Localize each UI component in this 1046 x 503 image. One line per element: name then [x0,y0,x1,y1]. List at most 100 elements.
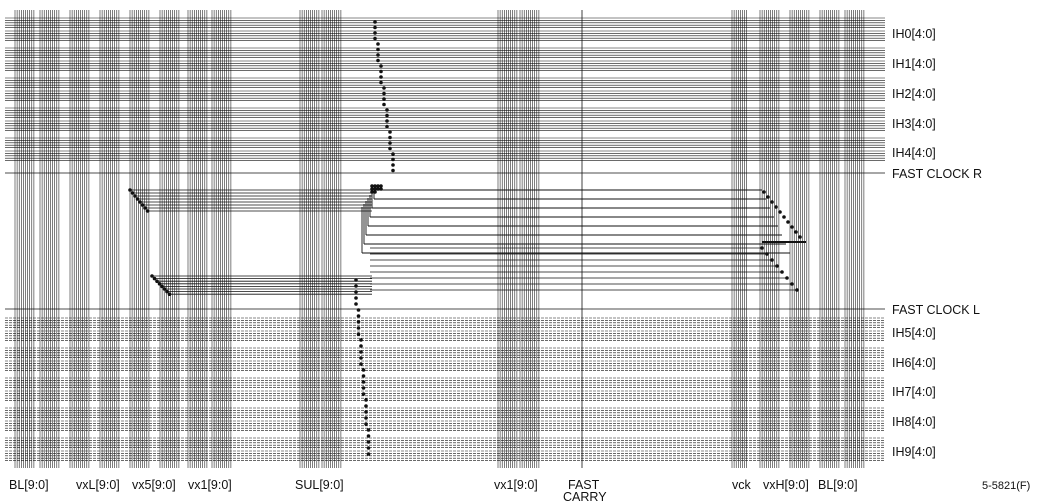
spine-dot [379,80,383,85]
label-fast-clock-l: FAST CLOCK L [892,303,980,317]
spine-dot [354,302,358,306]
label-ih7: IH7[4:0] [892,385,936,399]
label-ih2: IH2[4:0] [892,87,936,101]
spine-dot [370,187,374,191]
spine-dot [382,86,386,90]
spine-dot [373,36,377,41]
route-dot [798,235,802,239]
route-dot [775,264,779,268]
spine-dot [376,42,380,46]
label-vxl: vxL[9:0] [76,478,120,492]
route-dot [774,205,778,209]
spine-dot [385,108,389,112]
spine-dot [388,130,392,134]
spine-dot [385,119,389,123]
route-dot [760,246,764,250]
spine-dot [356,320,361,324]
spine-dot [379,69,383,74]
spine-dot [391,152,395,156]
spine-dot [359,338,363,342]
route-dot [794,230,798,234]
figure-id: 5-5821(F) [982,480,1030,492]
spine-dot [356,308,361,312]
spine-dot [385,113,389,118]
route-dot [157,282,162,286]
spine-dot [356,326,361,330]
label-vx1-center: vx1[9:0] [494,478,538,492]
spine-dot [373,184,377,188]
route-dot [138,200,142,204]
label-ih1: IH1[4:0] [892,57,936,71]
spine-dot [361,380,366,384]
spine-dot [379,184,383,188]
label-vxh: vxH[9:0] [763,478,809,492]
label-vx1-left: vx1[9:0] [188,478,232,492]
label-ih3: IH3[4:0] [892,117,936,131]
spine-dot [361,392,366,396]
spine-dot [388,141,392,145]
route-dot [140,203,145,207]
spine-dot [366,452,371,456]
route-dot [770,200,774,204]
label-ih6: IH6[4:0] [892,356,936,370]
spine-dot [366,434,371,438]
spine-dot [373,187,377,191]
spine-dot [364,398,368,402]
label-fast-clock-r: FAST CLOCK R [892,167,982,181]
spine-dot [376,184,380,188]
spine-dot [385,124,389,129]
route-dot [785,276,789,280]
spine-dot [373,25,377,30]
route-dot [762,190,766,194]
route-dot [150,274,154,278]
spine-dot [359,350,363,354]
spine-dot [391,163,395,167]
spine-dot [382,102,386,107]
route-dot [795,288,799,292]
route-dot [135,197,140,201]
spine-dot [376,58,380,63]
label-bl-left: BL[9:0] [9,478,49,492]
spine-dot [388,135,392,140]
route-dot [130,191,135,195]
route-dot [152,276,157,281]
spine-dot [359,362,363,366]
label-ih8: IH8[4:0] [892,415,936,429]
label-bl-right: BL[9:0] [818,478,858,492]
route-dot [162,287,167,291]
route-dot [790,225,794,229]
label-vck: vck [732,478,752,492]
spine-dot [370,190,374,194]
route-dot [160,284,164,289]
spine-dot [366,446,371,450]
spine-dot [382,97,386,101]
spine-dot [382,91,386,96]
label-carry: CARRY [563,490,607,503]
spine-dot [376,187,380,191]
label-ih9: IH9[4:0] [892,445,936,459]
label-sul: SUL[9:0] [295,478,344,492]
spine-dot [364,422,368,426]
spine-dot [364,416,368,420]
spine-dot [361,374,366,378]
spine-dot [376,53,380,57]
label-vx5: vx5[9:0] [132,478,176,492]
spine-dot [373,190,377,194]
spine-dot [379,75,383,79]
spine-dot [359,356,363,360]
spine-dot [379,64,383,68]
route-dot [145,209,150,213]
label-ih5: IH5[4:0] [892,326,936,340]
route-dot [765,252,769,256]
route-dot [167,292,172,297]
spine-dot [376,47,380,52]
spine-dot [391,168,395,173]
spine-dot [373,20,377,24]
route-dot [780,270,784,274]
route-dot [133,194,137,198]
route-dot [770,258,774,262]
route-dot [155,279,159,284]
spine-dot [359,344,363,348]
spine-dot [366,440,371,444]
